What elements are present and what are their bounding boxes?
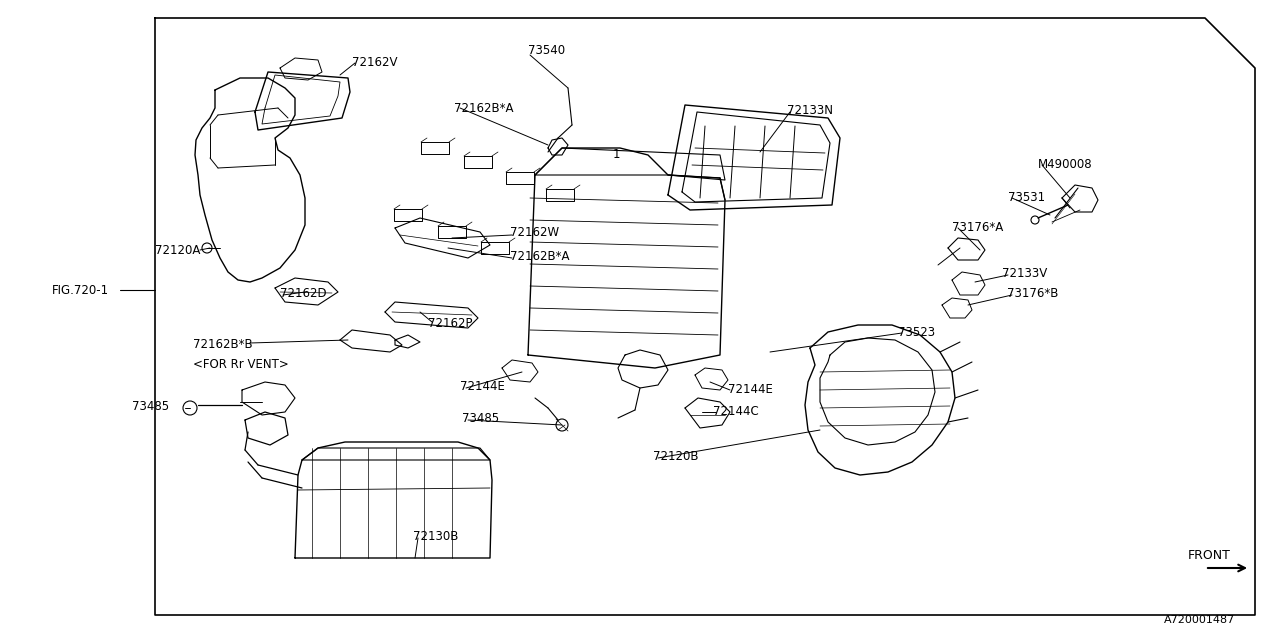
Text: 73176*A: 73176*A <box>952 221 1004 234</box>
Text: 72133N: 72133N <box>787 104 833 117</box>
Text: 72130B: 72130B <box>413 530 458 543</box>
Text: 72144C: 72144C <box>713 405 759 418</box>
Text: 73523: 73523 <box>899 326 936 339</box>
Text: 72144E: 72144E <box>460 380 504 393</box>
Text: 72162B*B: 72162B*B <box>193 338 252 351</box>
Text: 73531: 73531 <box>1009 191 1046 204</box>
Text: 72120B: 72120B <box>653 450 699 463</box>
Text: 73540: 73540 <box>529 44 566 57</box>
Text: <FOR Rr VENT>: <FOR Rr VENT> <box>193 358 289 371</box>
Text: 72162B*A: 72162B*A <box>454 102 513 115</box>
Text: A720001487: A720001487 <box>1164 615 1235 625</box>
Text: 72162B*A: 72162B*A <box>509 250 570 263</box>
Text: 73485: 73485 <box>462 412 499 425</box>
Text: FIG.720-1: FIG.720-1 <box>52 284 109 297</box>
Text: 1: 1 <box>613 148 621 161</box>
Text: 72162V: 72162V <box>352 56 398 69</box>
Text: 72162D: 72162D <box>280 287 326 300</box>
Text: M490008: M490008 <box>1038 158 1093 171</box>
Text: 72144E: 72144E <box>728 383 773 396</box>
Text: 72120A: 72120A <box>155 244 201 257</box>
Text: 73176*B: 73176*B <box>1007 287 1059 300</box>
Text: FRONT: FRONT <box>1188 549 1231 562</box>
Text: 72162W: 72162W <box>509 226 559 239</box>
Text: 73485: 73485 <box>132 400 169 413</box>
Text: 72133V: 72133V <box>1002 267 1047 280</box>
Text: 72162P: 72162P <box>428 317 472 330</box>
